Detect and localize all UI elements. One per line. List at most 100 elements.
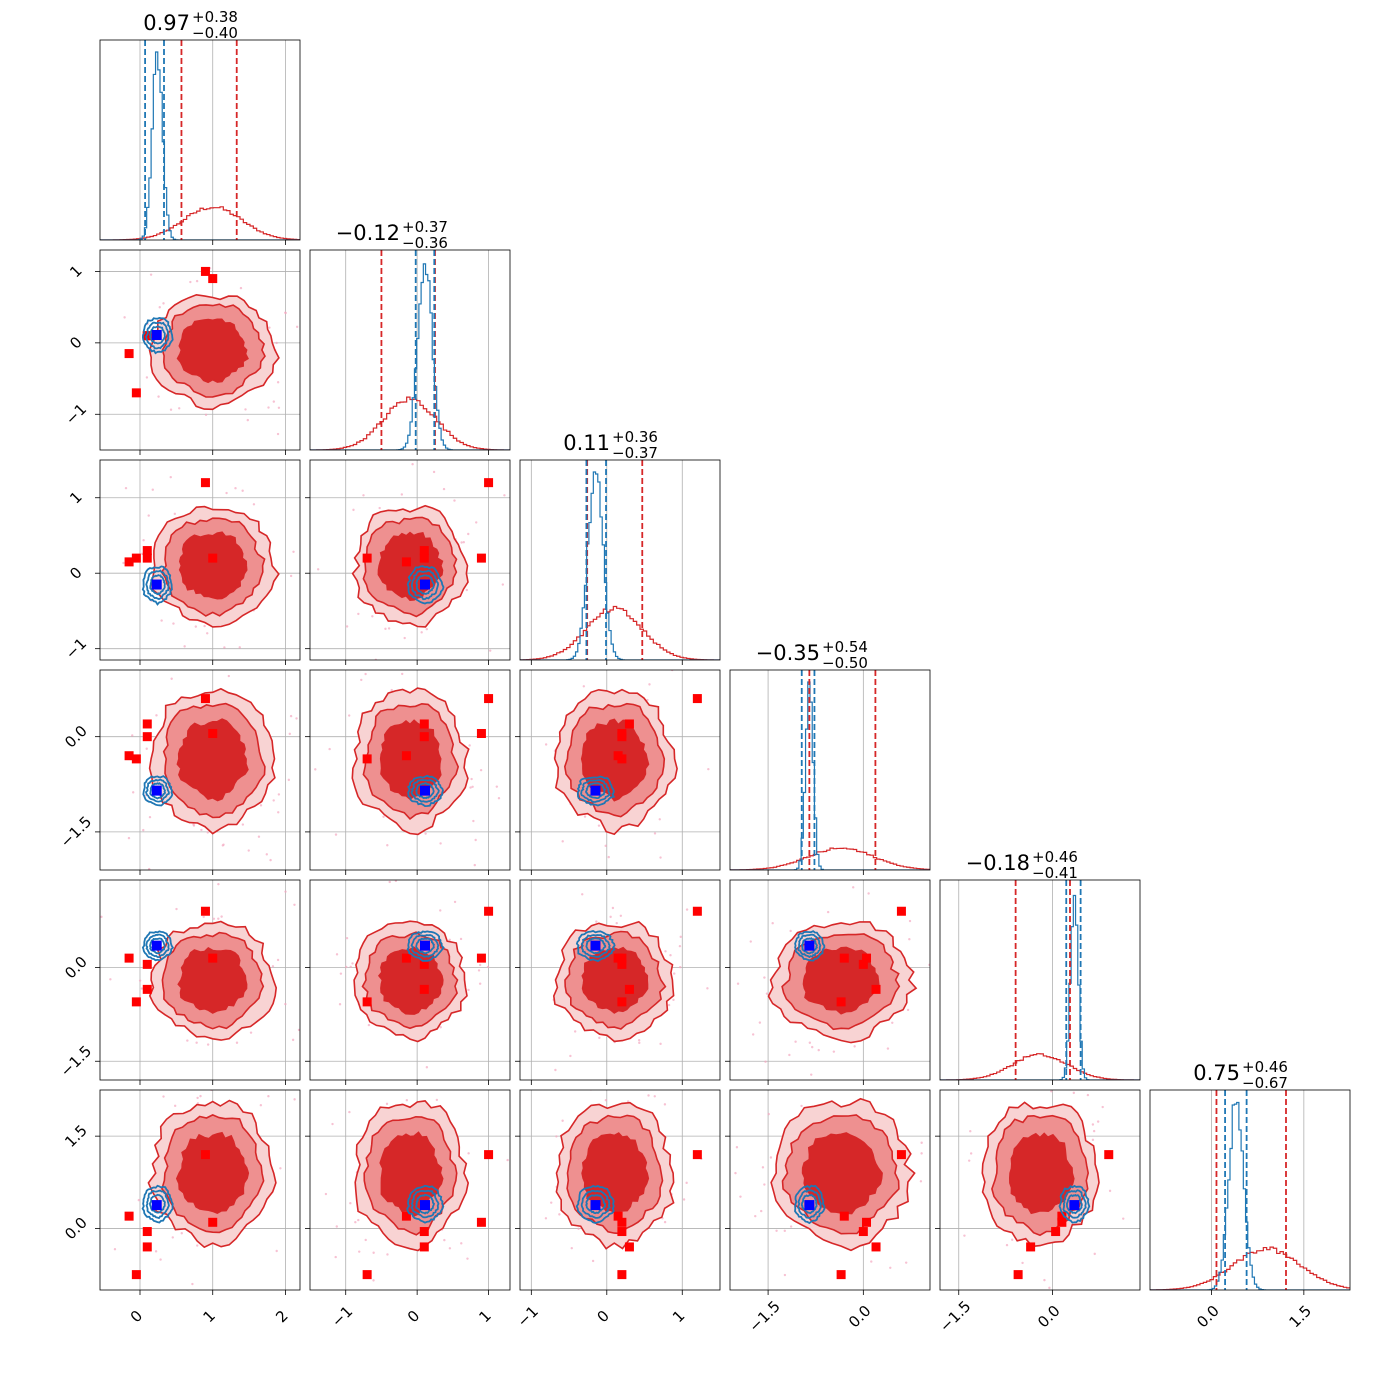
blue-contour xyxy=(575,930,616,962)
red-marker xyxy=(617,1217,627,1227)
sample-point xyxy=(470,777,473,781)
sample-point xyxy=(908,937,911,941)
x-tick-label: 0.0 xyxy=(1034,1302,1064,1332)
x-tick-label: −1 xyxy=(514,1302,542,1330)
red-marker xyxy=(476,1217,486,1227)
sample-point xyxy=(364,1238,367,1242)
blue-contour xyxy=(406,774,444,808)
red-marker xyxy=(617,959,627,969)
contour-panel-3-2 xyxy=(515,669,721,875)
sample-point xyxy=(345,965,348,969)
sample-point xyxy=(195,279,199,283)
sample-point xyxy=(727,1113,729,1115)
sample-point xyxy=(647,1094,650,1097)
sample-point xyxy=(889,1266,892,1269)
sample-point xyxy=(351,962,354,965)
sample-point xyxy=(425,627,429,631)
blue-contour xyxy=(149,782,167,800)
contour-panel-4-1 xyxy=(305,879,511,1085)
sample-point xyxy=(544,1217,548,1220)
sample-point xyxy=(272,799,275,802)
panel-frame xyxy=(939,1089,1141,1291)
sample-point xyxy=(1093,1252,1096,1256)
sample-point xyxy=(200,828,203,832)
title-minus-error: −0.67 xyxy=(1242,1074,1288,1092)
sample-point xyxy=(334,833,338,836)
sample-point xyxy=(411,463,414,466)
contour-panel-4-0 xyxy=(95,879,306,1085)
sample-point xyxy=(235,1041,239,1044)
sample-point xyxy=(331,1122,334,1126)
red-contour-inner xyxy=(801,1132,883,1215)
blue-contour xyxy=(800,1193,818,1215)
sample-point xyxy=(506,1107,508,1109)
red-marker xyxy=(362,553,372,563)
true-value-marker xyxy=(1069,1200,1080,1211)
red-marker xyxy=(200,906,210,916)
blue-contour xyxy=(144,778,170,803)
sample-point xyxy=(390,688,393,692)
panel-title-3: −0.35 +0.54−0.50 xyxy=(756,638,868,672)
sample-point xyxy=(405,1099,409,1102)
sample-point xyxy=(314,764,316,766)
sample-point xyxy=(321,357,323,359)
sample-point xyxy=(607,855,610,859)
true-value-marker xyxy=(804,940,815,951)
sample-point xyxy=(220,915,223,918)
sample-point xyxy=(148,815,152,819)
sample-point xyxy=(310,457,312,459)
sample-point xyxy=(234,487,237,490)
sample-point xyxy=(769,1156,773,1159)
blue-contour xyxy=(585,782,607,799)
blue-contour xyxy=(1058,1184,1091,1224)
sample-point xyxy=(469,786,472,789)
sample-point xyxy=(672,998,675,1002)
sample-point xyxy=(335,953,339,956)
sample-point xyxy=(765,992,769,995)
red-marker xyxy=(142,719,152,729)
contour-panel-4-2 xyxy=(515,879,721,1085)
red-marker xyxy=(142,959,152,969)
red-marker xyxy=(419,732,429,742)
sample-point xyxy=(382,815,385,818)
sample-point xyxy=(138,979,142,982)
contour-panel-4-3 xyxy=(725,879,931,1085)
sample-point xyxy=(354,1220,357,1224)
sample-point xyxy=(682,1198,686,1201)
sample-point xyxy=(180,1232,183,1235)
sample-point xyxy=(667,1003,671,1007)
title-plus-error: +0.36 xyxy=(612,428,658,446)
sample-point xyxy=(453,499,456,502)
sample-point xyxy=(304,1023,306,1025)
histogram-panel-0 xyxy=(99,39,301,245)
blue-contour xyxy=(415,574,435,595)
sample-point xyxy=(362,494,365,497)
sample-point xyxy=(265,853,269,856)
sample-point xyxy=(503,494,506,497)
y-tick-label: 1 xyxy=(66,262,85,281)
sample-point xyxy=(591,1259,595,1263)
panel-frame xyxy=(519,459,721,661)
title-value: −0.35 xyxy=(756,641,820,665)
y-tick-label: 0.0 xyxy=(61,722,91,752)
red-marker xyxy=(836,997,846,1007)
sample-point xyxy=(124,486,128,490)
sample-point xyxy=(448,1247,452,1250)
panel-title-2: 0.11 +0.36−0.37 xyxy=(563,428,658,462)
sample-point xyxy=(1048,1286,1051,1290)
blue-contour xyxy=(141,565,173,606)
sample-point xyxy=(401,672,404,676)
sample-point xyxy=(284,1002,287,1006)
sample-point xyxy=(906,1008,910,1012)
sample-point xyxy=(293,903,296,906)
sample-point xyxy=(275,341,278,345)
blue-histogram xyxy=(1150,1101,1350,1290)
sample-point xyxy=(963,1234,966,1237)
red-marker xyxy=(208,953,218,963)
blue-contour xyxy=(141,1184,174,1224)
red-marker xyxy=(142,984,152,994)
red-marker xyxy=(362,1270,372,1280)
sample-point xyxy=(886,1047,890,1050)
true-value-marker xyxy=(420,785,430,796)
x-tick-label: 0.0 xyxy=(1193,1302,1223,1332)
